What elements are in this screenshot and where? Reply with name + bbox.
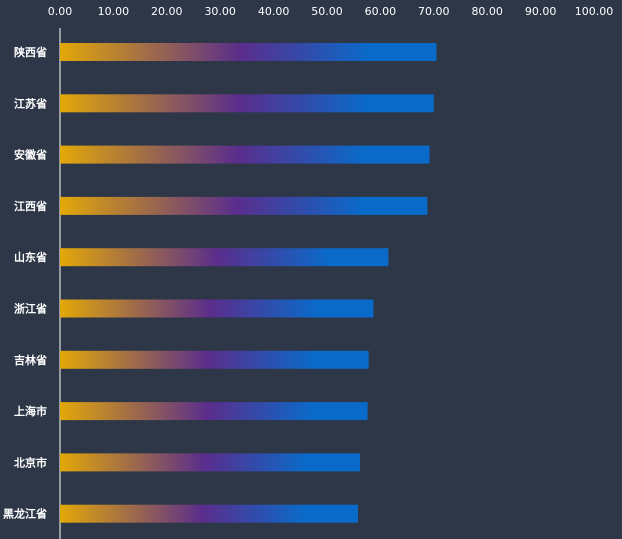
x-tick-label: 100.00	[575, 5, 614, 18]
bar	[60, 196, 428, 215]
bar	[60, 94, 434, 113]
category-label: 黑龙江省	[3, 507, 47, 521]
x-tick-label: 50.00	[311, 5, 343, 18]
x-tick-label: 60.00	[365, 5, 397, 18]
bar	[60, 453, 361, 472]
bar	[60, 350, 369, 369]
x-tick-label: 30.00	[204, 5, 236, 18]
x-tick-label: 20.00	[151, 5, 183, 18]
x-tick-label: 0.00	[48, 5, 73, 18]
bar	[60, 504, 358, 523]
bar	[60, 43, 437, 61]
category-label: 山东省	[14, 250, 47, 264]
bar	[60, 402, 368, 421]
x-tick-label: 70.00	[418, 5, 450, 18]
category-label: 安徽省	[14, 148, 47, 162]
x-tick-label: 90.00	[525, 5, 557, 18]
category-label: 浙江省	[14, 302, 47, 316]
category-label: 陕西省	[14, 45, 47, 59]
category-label: 吉林省	[14, 353, 47, 367]
category-label: 北京市	[14, 455, 47, 469]
x-tick-label: 80.00	[471, 5, 503, 18]
x-axis-ticks: 0.00 10.00 20.00 30.00 40.00 50.00 60.00 70.00 8…	[48, 5, 614, 18]
bar	[60, 145, 430, 164]
x-tick-label: 10.00	[98, 5, 130, 18]
category-label: 江西省	[14, 199, 47, 213]
bar	[60, 248, 389, 267]
category-label: 上海市	[14, 404, 47, 418]
x-tick-label: 40.00	[258, 5, 290, 18]
category-label: 江苏省	[14, 96, 47, 110]
bar	[60, 299, 374, 318]
bars	[60, 43, 437, 523]
